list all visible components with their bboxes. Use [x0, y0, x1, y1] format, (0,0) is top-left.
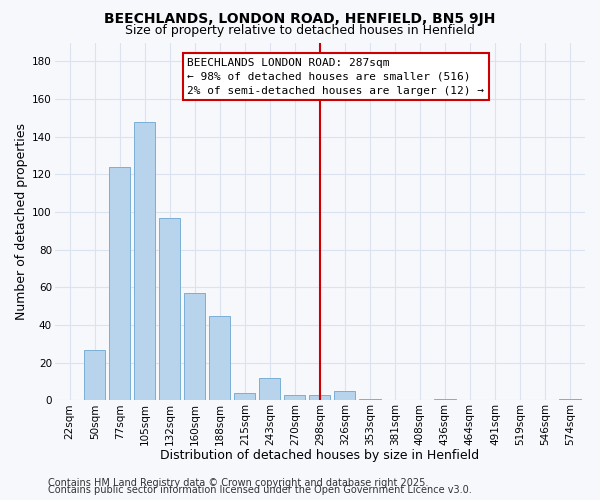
- Text: Contains public sector information licensed under the Open Government Licence v3: Contains public sector information licen…: [48, 485, 472, 495]
- Bar: [559, 398, 581, 400]
- Bar: [334, 391, 355, 400]
- X-axis label: Distribution of detached houses by size in Henfield: Distribution of detached houses by size …: [160, 450, 479, 462]
- Bar: [84, 350, 106, 401]
- Bar: [284, 395, 305, 400]
- Bar: [309, 395, 331, 400]
- Text: Size of property relative to detached houses in Henfield: Size of property relative to detached ho…: [125, 24, 475, 37]
- Bar: [159, 218, 181, 400]
- Y-axis label: Number of detached properties: Number of detached properties: [15, 123, 28, 320]
- Text: Contains HM Land Registry data © Crown copyright and database right 2025.: Contains HM Land Registry data © Crown c…: [48, 478, 428, 488]
- Bar: [434, 398, 455, 400]
- Text: BEECHLANDS, LONDON ROAD, HENFIELD, BN5 9JH: BEECHLANDS, LONDON ROAD, HENFIELD, BN5 9…: [104, 12, 496, 26]
- Bar: [209, 316, 230, 400]
- Bar: [234, 393, 256, 400]
- Text: BEECHLANDS LONDON ROAD: 287sqm
← 98% of detached houses are smaller (516)
2% of : BEECHLANDS LONDON ROAD: 287sqm ← 98% of …: [187, 58, 484, 96]
- Title: BEECHLANDS, LONDON ROAD, HENFIELD, BN5 9JH
Size of property relative to detached: BEECHLANDS, LONDON ROAD, HENFIELD, BN5 9…: [0, 499, 1, 500]
- Bar: [184, 293, 205, 401]
- Bar: [259, 378, 280, 400]
- Bar: [109, 167, 130, 400]
- Bar: [134, 122, 155, 400]
- Bar: [359, 398, 380, 400]
